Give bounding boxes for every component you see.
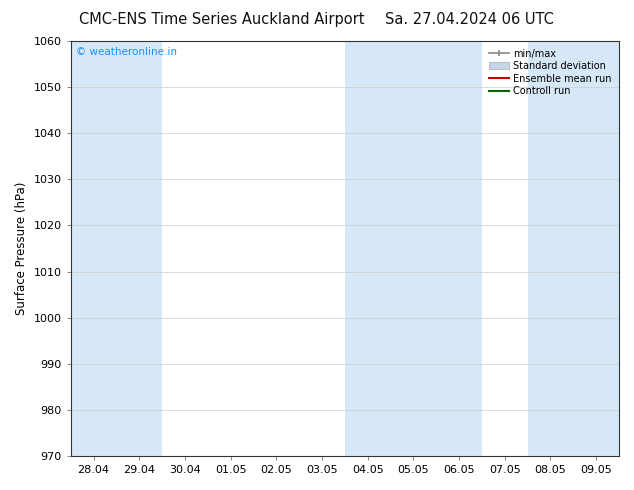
Text: Sa. 27.04.2024 06 UTC: Sa. 27.04.2024 06 UTC (385, 12, 553, 27)
Bar (527, 41, 619, 456)
Bar (71, 41, 162, 456)
Text: CMC-ENS Time Series Auckland Airport: CMC-ENS Time Series Auckland Airport (79, 12, 365, 27)
Text: © weatheronline.in: © weatheronline.in (76, 47, 177, 57)
Legend: min/max, Standard deviation, Ensemble mean run, Controll run: min/max, Standard deviation, Ensemble me… (486, 46, 614, 99)
Bar (345, 41, 482, 456)
Y-axis label: Surface Pressure (hPa): Surface Pressure (hPa) (15, 182, 28, 315)
